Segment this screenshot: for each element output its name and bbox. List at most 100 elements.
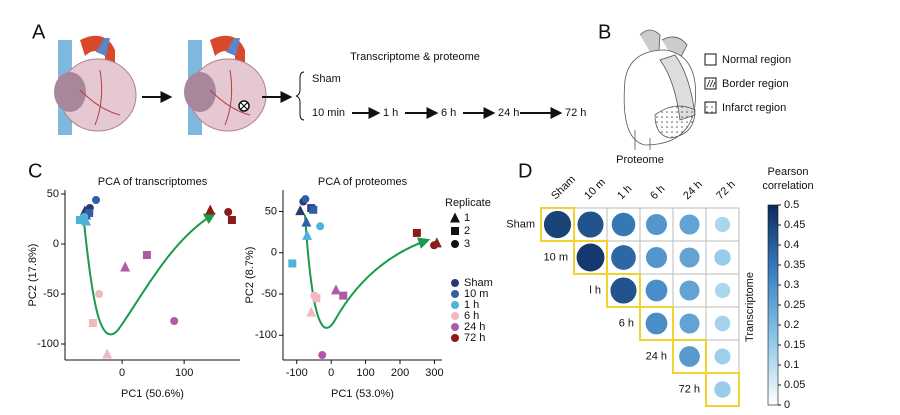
marker	[450, 212, 460, 223]
timeline: 10 min 1 h 6 h 24 h 72 h	[312, 107, 586, 119]
legend-swatch	[451, 334, 459, 342]
heart-sketch	[623, 29, 697, 150]
row-label: Sham	[506, 218, 535, 230]
y-tick-label: 50	[265, 205, 277, 217]
trajectory-arrow	[304, 214, 431, 329]
row-label: l h	[589, 284, 601, 296]
y-tick-label: 0	[53, 238, 59, 250]
correlation-dot	[714, 249, 731, 266]
column-label: Sham	[549, 173, 578, 202]
marker	[92, 196, 101, 204]
correlation-dot	[645, 246, 668, 269]
y-tick-label: -100	[255, 329, 277, 341]
legend-label: 24 h	[464, 321, 485, 333]
marker	[142, 251, 151, 259]
marker	[306, 306, 317, 317]
correlation-dot	[645, 213, 668, 236]
row-label: 24 h	[646, 350, 667, 362]
legend-swatch	[451, 323, 459, 331]
diagonal-highlight	[705, 372, 740, 407]
correlation-dot	[679, 346, 700, 367]
legend-label: 2	[464, 225, 470, 237]
legend-label: 3	[464, 238, 470, 250]
correlation-dot	[679, 313, 700, 334]
timepoint-label: 6 h	[441, 107, 456, 119]
correlation-dot	[576, 243, 605, 272]
y-axis-title: Transcriptome	[744, 272, 756, 342]
marker	[170, 317, 179, 325]
legend-label: 10 m	[464, 288, 488, 300]
colorbar-tick-label: 0.35	[784, 259, 805, 271]
x-axis-label: PC1 (53.0%)	[331, 388, 394, 400]
row-label: 72 h	[679, 383, 700, 395]
x-tick-label: 0	[328, 367, 334, 379]
marker	[80, 213, 89, 221]
legend-label: 72 h	[464, 332, 485, 344]
correlation-dot	[714, 381, 731, 398]
series	[120, 251, 179, 325]
panel-label: D	[518, 160, 532, 182]
y-tick-label: -50	[261, 288, 277, 300]
marker	[120, 261, 131, 272]
colorbar-title: Pearson	[768, 166, 809, 178]
correlation-dot	[714, 282, 731, 299]
colorbar-tick-label: 0.15	[784, 339, 805, 351]
correlation-dot	[610, 277, 637, 304]
series	[412, 228, 442, 250]
correlation-dot	[714, 315, 731, 332]
marker	[302, 229, 313, 240]
row-label: 10 m	[544, 251, 568, 263]
region-legend: Normal region Border region Infarct region	[704, 53, 791, 114]
marker	[316, 222, 325, 231]
marker	[75, 216, 84, 224]
correlation-dot	[645, 279, 668, 302]
x-tick-label: 100	[175, 367, 193, 379]
panel-label: A	[32, 21, 46, 43]
series	[205, 204, 236, 224]
panel-label: B	[598, 21, 611, 43]
x-tick-label: 200	[391, 367, 409, 379]
row-label: 6 h	[619, 317, 634, 329]
marker	[205, 204, 216, 215]
column-label: 72 h	[714, 179, 738, 203]
marker	[288, 259, 297, 268]
column-label: 1 h	[615, 183, 634, 202]
trajectory-arrow	[83, 212, 217, 336]
brace	[295, 71, 305, 121]
colorbar-tick-label: 0	[784, 399, 790, 411]
diagonal-highlight	[606, 273, 641, 308]
correlation-dot	[714, 348, 731, 365]
marker	[309, 205, 318, 214]
legend-title: Replicate	[445, 197, 491, 209]
correlation-dot	[611, 245, 636, 270]
marker	[451, 240, 459, 248]
marker	[88, 319, 97, 327]
series	[288, 222, 325, 268]
marker	[301, 195, 310, 204]
series	[306, 291, 321, 317]
colorbar-title: correlation	[762, 180, 813, 192]
correlation-dot	[679, 247, 700, 268]
correlation-dot	[577, 211, 604, 238]
marker	[430, 241, 439, 250]
heart-illustration	[54, 35, 137, 135]
correlation-dot	[543, 210, 572, 239]
colorbar-tick-label: 0.2	[784, 319, 799, 331]
column-label: 24 h	[681, 179, 705, 203]
marker	[412, 228, 421, 237]
legend-label: Border region	[722, 78, 789, 90]
legend-swatch	[451, 279, 459, 287]
timepoint-label: 10 min	[312, 107, 345, 119]
x-tick-label: 0	[119, 367, 125, 379]
marker	[318, 351, 327, 360]
legend-label: Sham	[464, 277, 493, 289]
correlation-dot	[679, 280, 700, 301]
colorbar-tick-label: 0.05	[784, 379, 805, 391]
colorbar-tick-label: 0.5	[784, 199, 799, 211]
legend-swatch	[451, 290, 459, 298]
legend-label: 1	[464, 212, 470, 224]
marker	[339, 291, 348, 300]
marker	[331, 284, 341, 295]
y-axis-label: PC2 (8.7%)	[244, 247, 256, 304]
